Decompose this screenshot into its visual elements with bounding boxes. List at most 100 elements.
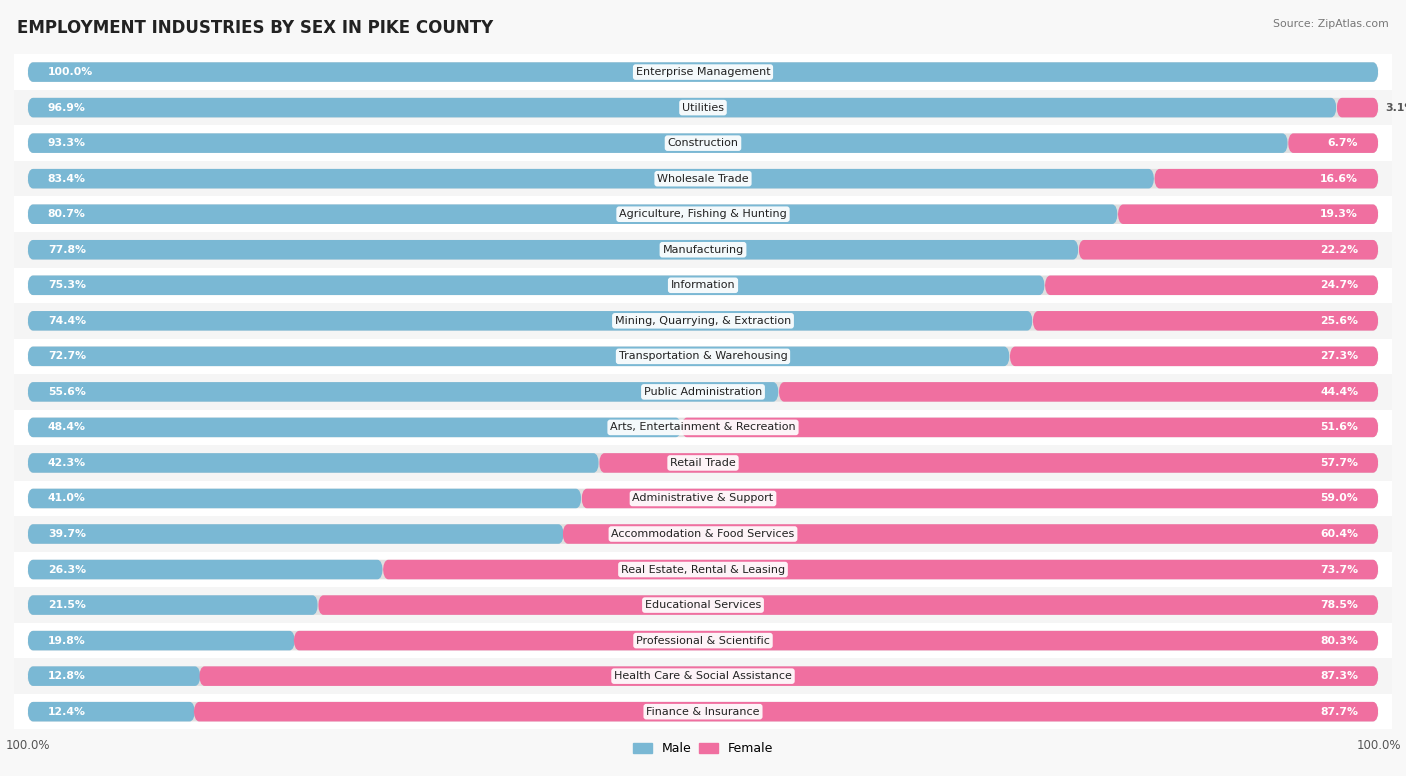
- Text: 60.4%: 60.4%: [1320, 529, 1358, 539]
- FancyBboxPatch shape: [28, 489, 1378, 508]
- Text: 24.7%: 24.7%: [1320, 280, 1358, 290]
- Bar: [0, 90, 1406, 126]
- Text: Public Administration: Public Administration: [644, 387, 762, 397]
- Text: 27.3%: 27.3%: [1320, 352, 1358, 362]
- Text: Finance & Insurance: Finance & Insurance: [647, 707, 759, 717]
- Text: 59.0%: 59.0%: [1320, 494, 1358, 504]
- FancyBboxPatch shape: [562, 525, 1378, 544]
- FancyBboxPatch shape: [28, 98, 1337, 117]
- Text: Retail Trade: Retail Trade: [671, 458, 735, 468]
- Bar: [0, 338, 1406, 374]
- FancyBboxPatch shape: [28, 62, 1378, 81]
- Text: 87.3%: 87.3%: [1320, 671, 1358, 681]
- Bar: [0, 268, 1406, 303]
- FancyBboxPatch shape: [28, 525, 1378, 544]
- Text: 80.3%: 80.3%: [1320, 636, 1358, 646]
- FancyBboxPatch shape: [582, 489, 1378, 508]
- Bar: [0, 126, 1406, 161]
- Text: Transportation & Warehousing: Transportation & Warehousing: [619, 352, 787, 362]
- Text: Information: Information: [671, 280, 735, 290]
- FancyBboxPatch shape: [194, 702, 1378, 722]
- Text: 12.4%: 12.4%: [48, 707, 86, 717]
- Bar: [0, 196, 1406, 232]
- Text: 6.7%: 6.7%: [1327, 138, 1358, 148]
- Text: 100.0%: 100.0%: [48, 67, 93, 77]
- FancyBboxPatch shape: [28, 204, 1118, 224]
- FancyBboxPatch shape: [28, 311, 1378, 331]
- Text: 19.3%: 19.3%: [1320, 210, 1358, 219]
- FancyBboxPatch shape: [28, 347, 1378, 366]
- FancyBboxPatch shape: [28, 169, 1378, 189]
- FancyBboxPatch shape: [28, 631, 1378, 650]
- Bar: [0, 623, 1406, 658]
- Text: Manufacturing: Manufacturing: [662, 244, 744, 255]
- FancyBboxPatch shape: [28, 525, 564, 544]
- Text: Agriculture, Fishing & Hunting: Agriculture, Fishing & Hunting: [619, 210, 787, 219]
- Bar: [0, 480, 1406, 516]
- FancyBboxPatch shape: [1288, 133, 1378, 153]
- FancyBboxPatch shape: [28, 702, 1378, 722]
- Text: Real Estate, Rental & Leasing: Real Estate, Rental & Leasing: [621, 565, 785, 574]
- Text: Enterprise Management: Enterprise Management: [636, 67, 770, 77]
- Text: 48.4%: 48.4%: [48, 422, 86, 432]
- FancyBboxPatch shape: [28, 311, 1032, 331]
- Text: Administrative & Support: Administrative & Support: [633, 494, 773, 504]
- Text: 3.1%: 3.1%: [1385, 102, 1406, 113]
- FancyBboxPatch shape: [1032, 311, 1378, 331]
- Bar: [0, 516, 1406, 552]
- Text: 21.5%: 21.5%: [48, 600, 86, 610]
- Bar: [0, 161, 1406, 196]
- Text: EMPLOYMENT INDUSTRIES BY SEX IN PIKE COUNTY: EMPLOYMENT INDUSTRIES BY SEX IN PIKE COU…: [17, 19, 494, 37]
- Text: 72.7%: 72.7%: [48, 352, 86, 362]
- Text: 22.2%: 22.2%: [1320, 244, 1358, 255]
- Text: 16.6%: 16.6%: [1320, 174, 1358, 184]
- Text: 26.3%: 26.3%: [48, 565, 86, 574]
- Text: Arts, Entertainment & Recreation: Arts, Entertainment & Recreation: [610, 422, 796, 432]
- Bar: [0, 232, 1406, 268]
- FancyBboxPatch shape: [28, 595, 318, 615]
- FancyBboxPatch shape: [28, 595, 1378, 615]
- FancyBboxPatch shape: [1078, 240, 1378, 259]
- Text: Wholesale Trade: Wholesale Trade: [657, 174, 749, 184]
- Bar: [0, 658, 1406, 694]
- FancyBboxPatch shape: [1154, 169, 1378, 189]
- Legend: Male, Female: Male, Female: [628, 737, 778, 760]
- Text: 80.7%: 80.7%: [48, 210, 86, 219]
- FancyBboxPatch shape: [28, 453, 1378, 473]
- Text: 77.8%: 77.8%: [48, 244, 86, 255]
- FancyBboxPatch shape: [599, 453, 1378, 473]
- FancyBboxPatch shape: [28, 240, 1078, 259]
- FancyBboxPatch shape: [779, 382, 1378, 402]
- FancyBboxPatch shape: [28, 382, 1378, 402]
- Text: Health Care & Social Assistance: Health Care & Social Assistance: [614, 671, 792, 681]
- Text: 75.3%: 75.3%: [48, 280, 86, 290]
- FancyBboxPatch shape: [318, 595, 1378, 615]
- FancyBboxPatch shape: [28, 169, 1154, 189]
- FancyBboxPatch shape: [28, 702, 195, 722]
- Text: 25.6%: 25.6%: [1320, 316, 1358, 326]
- FancyBboxPatch shape: [28, 667, 201, 686]
- Bar: [0, 410, 1406, 445]
- Text: 41.0%: 41.0%: [48, 494, 86, 504]
- FancyBboxPatch shape: [28, 559, 382, 580]
- Text: Accommodation & Food Services: Accommodation & Food Services: [612, 529, 794, 539]
- FancyBboxPatch shape: [28, 275, 1378, 295]
- Text: 93.3%: 93.3%: [48, 138, 86, 148]
- FancyBboxPatch shape: [1010, 347, 1378, 366]
- Text: 57.7%: 57.7%: [1320, 458, 1358, 468]
- FancyBboxPatch shape: [28, 240, 1378, 259]
- FancyBboxPatch shape: [382, 559, 1378, 580]
- Text: 19.8%: 19.8%: [48, 636, 86, 646]
- FancyBboxPatch shape: [28, 62, 1378, 81]
- Text: Educational Services: Educational Services: [645, 600, 761, 610]
- FancyBboxPatch shape: [28, 417, 682, 437]
- Bar: [0, 54, 1406, 90]
- FancyBboxPatch shape: [1045, 275, 1378, 295]
- Bar: [0, 552, 1406, 587]
- Bar: [0, 303, 1406, 338]
- Text: 44.4%: 44.4%: [1320, 387, 1358, 397]
- Bar: [0, 694, 1406, 729]
- Text: 78.5%: 78.5%: [1320, 600, 1358, 610]
- Text: Source: ZipAtlas.com: Source: ZipAtlas.com: [1274, 19, 1389, 29]
- Text: 96.9%: 96.9%: [48, 102, 86, 113]
